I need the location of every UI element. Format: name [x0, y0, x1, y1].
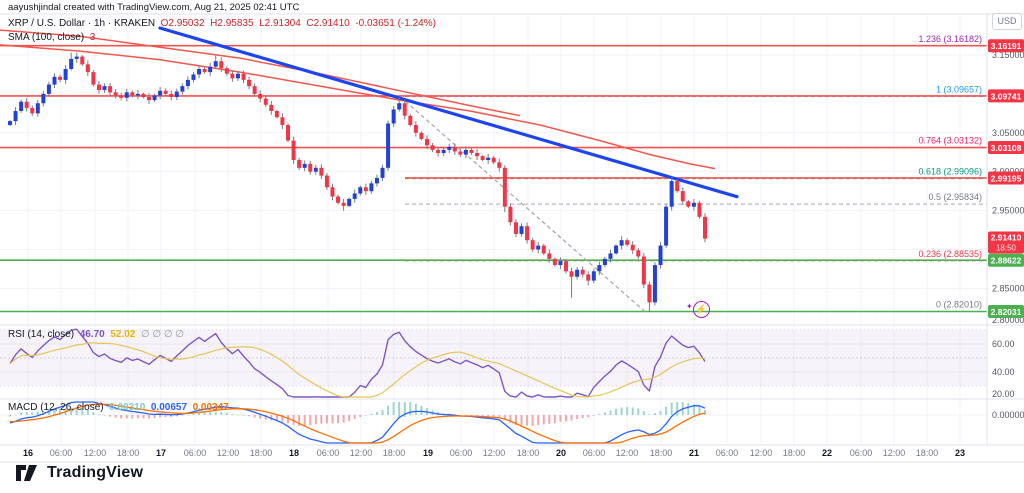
- svg-text:1.236 (3.16182): 1.236 (3.16182): [918, 34, 982, 44]
- svg-text:1 (3.09657): 1 (3.09657): [936, 85, 982, 95]
- svg-text:12:00: 12:00: [616, 448, 639, 458]
- svg-text:3.03108: 3.03108: [991, 143, 1022, 153]
- macd-legend: MACD (12, 26, close) 0.00310 0.00657 0.0…: [8, 402, 229, 413]
- rsi-title[interactable]: RSI (14, close): [8, 329, 75, 340]
- svg-text:2.80000: 2.80000: [992, 315, 1024, 325]
- rsi-value: 46.70: [79, 329, 105, 340]
- lightning-icon: ⚡: [692, 301, 710, 318]
- svg-text:06:00: 06:00: [850, 448, 873, 458]
- svg-text:12:00: 12:00: [483, 448, 506, 458]
- sma-curves: [0, 29, 716, 170]
- sma-legend: SMA (100, close) 3: [8, 32, 95, 43]
- svg-text:06:00: 06:00: [450, 448, 473, 458]
- rsi-legend: RSI (14, close) 46.70 52.02 ∅ ∅ ∅ ∅: [8, 329, 184, 340]
- svg-text:18:00: 18:00: [517, 448, 540, 458]
- svg-text:12:00: 12:00: [350, 448, 373, 458]
- macd-signal-value: 0.00347: [192, 402, 229, 413]
- svg-text:0.236 (2.88535): 0.236 (2.88535): [918, 249, 982, 259]
- attribution-text: aayushjindal created with TradingView.co…: [8, 2, 300, 13]
- descending-trendline[interactable]: [158, 26, 739, 199]
- svg-text:3.16191: 3.16191: [991, 41, 1022, 51]
- svg-text:2.82031: 2.82031: [991, 307, 1022, 317]
- svg-text:06:00: 06:00: [184, 448, 207, 458]
- svg-text:18:00: 18:00: [650, 448, 673, 458]
- svg-text:2.99195: 2.99195: [991, 173, 1022, 183]
- svg-text:16: 16: [23, 448, 33, 458]
- ohlc-change: -0.03651 (-1.24%): [355, 18, 436, 29]
- ohlc-high: H2.95835: [210, 18, 254, 29]
- svg-text:3.05000: 3.05000: [992, 128, 1024, 138]
- svg-text:06:00: 06:00: [583, 448, 606, 458]
- svg-text:17: 17: [156, 448, 166, 458]
- svg-text:18: 18: [289, 448, 299, 458]
- macd-hist-value: 0.00310: [109, 402, 146, 413]
- svg-text:18:00: 18:00: [916, 448, 939, 458]
- svg-text:06:00: 06:00: [716, 448, 739, 458]
- fib-diagonal[interactable]: [399, 96, 646, 313]
- svg-text:18:00: 18:00: [783, 448, 806, 458]
- horizontal-price-lines: [0, 44, 987, 313]
- svg-text:21: 21: [689, 448, 699, 458]
- svg-text:40.00: 40.00: [992, 367, 1015, 377]
- tradingview-logo-icon: [16, 465, 37, 481]
- svg-text:12:00: 12:00: [84, 448, 107, 458]
- svg-text:12:00: 12:00: [750, 448, 773, 458]
- rsi-ma-value: 52.02: [110, 329, 136, 340]
- price-tags: 3.16191 3.09741 3.03108 2.99195 2.88622 2.820…: [988, 39, 1024, 318]
- macd-value: 0.00657: [150, 402, 188, 413]
- rsi-plot: [9, 328, 706, 398]
- svg-text:23: 23: [955, 448, 965, 458]
- svg-text:2.88622: 2.88622: [991, 256, 1022, 266]
- svg-text:06:00: 06:00: [317, 448, 340, 458]
- candles[interactable]: [8, 52, 707, 312]
- svg-text:3.15000: 3.15000: [992, 50, 1024, 60]
- svg-text:0.618 (2.99096): 0.618 (2.99096): [918, 167, 982, 177]
- svg-text:18:00: 18:00: [383, 448, 406, 458]
- time-axis[interactable]: 16 06:00 12:00 18:00 17 06:00 12:00 18:00 18 06:0…: [23, 448, 965, 458]
- current-price-tag: 2.91410: [991, 233, 1022, 243]
- sma-value: 3: [89, 32, 96, 43]
- ohlc-open: O2.95032: [160, 18, 205, 29]
- svg-text:2.95000: 2.95000: [992, 206, 1024, 216]
- bar-countdown: 18:50: [996, 244, 1017, 253]
- footer-branding[interactable]: TradingView: [16, 464, 143, 482]
- symbol-legend: XRP / U.S. Dollar · 1h · KRAKEN O2.95032…: [8, 18, 436, 29]
- svg-text:3.09741: 3.09741: [991, 91, 1022, 101]
- lightning-sticker[interactable]: ✦ ⚡: [686, 301, 710, 318]
- svg-text:19: 19: [423, 448, 433, 458]
- svg-text:20: 20: [556, 448, 566, 458]
- macd-title[interactable]: MACD (12, 26, close): [8, 402, 104, 413]
- tradingview-brand: TradingView: [47, 464, 144, 481]
- ohlc-close: C2.91410: [306, 18, 350, 29]
- fib-labels: 1.236 (3.16182) 1 (3.09657) 0.764 (3.03132…: [918, 34, 982, 310]
- svg-text:0.00000: 0.00000: [992, 410, 1024, 420]
- symbol-title[interactable]: XRP / U.S. Dollar · 1h · KRAKEN: [8, 18, 156, 29]
- svg-text:18:00: 18:00: [117, 448, 140, 458]
- svg-text:20.00: 20.00: [992, 389, 1015, 399]
- svg-text:0 (2.82010): 0 (2.82010): [936, 300, 982, 310]
- ohlc-low: L2.91304: [259, 18, 301, 29]
- macd-plot: [9, 401, 706, 444]
- svg-text:0.5 (2.95834): 0.5 (2.95834): [928, 192, 982, 202]
- svg-text:2.85000: 2.85000: [992, 283, 1024, 293]
- sma-title[interactable]: SMA (100, close): [8, 32, 85, 43]
- currency-toggle[interactable]: USD: [992, 13, 1022, 30]
- sparkle-icon: ✦: [686, 302, 693, 311]
- rsi-hidden-plots: ∅ ∅ ∅ ∅: [140, 329, 185, 340]
- svg-text:18:00: 18:00: [250, 448, 273, 458]
- svg-text:22: 22: [822, 448, 832, 458]
- svg-text:60.00: 60.00: [992, 339, 1015, 349]
- svg-text:12:00: 12:00: [217, 448, 240, 458]
- panel-borders: [0, 13, 1024, 463]
- svg-text:0.764 (3.03132): 0.764 (3.03132): [918, 135, 982, 145]
- svg-text:12:00: 12:00: [883, 448, 906, 458]
- svg-text:06:00: 06:00: [50, 448, 73, 458]
